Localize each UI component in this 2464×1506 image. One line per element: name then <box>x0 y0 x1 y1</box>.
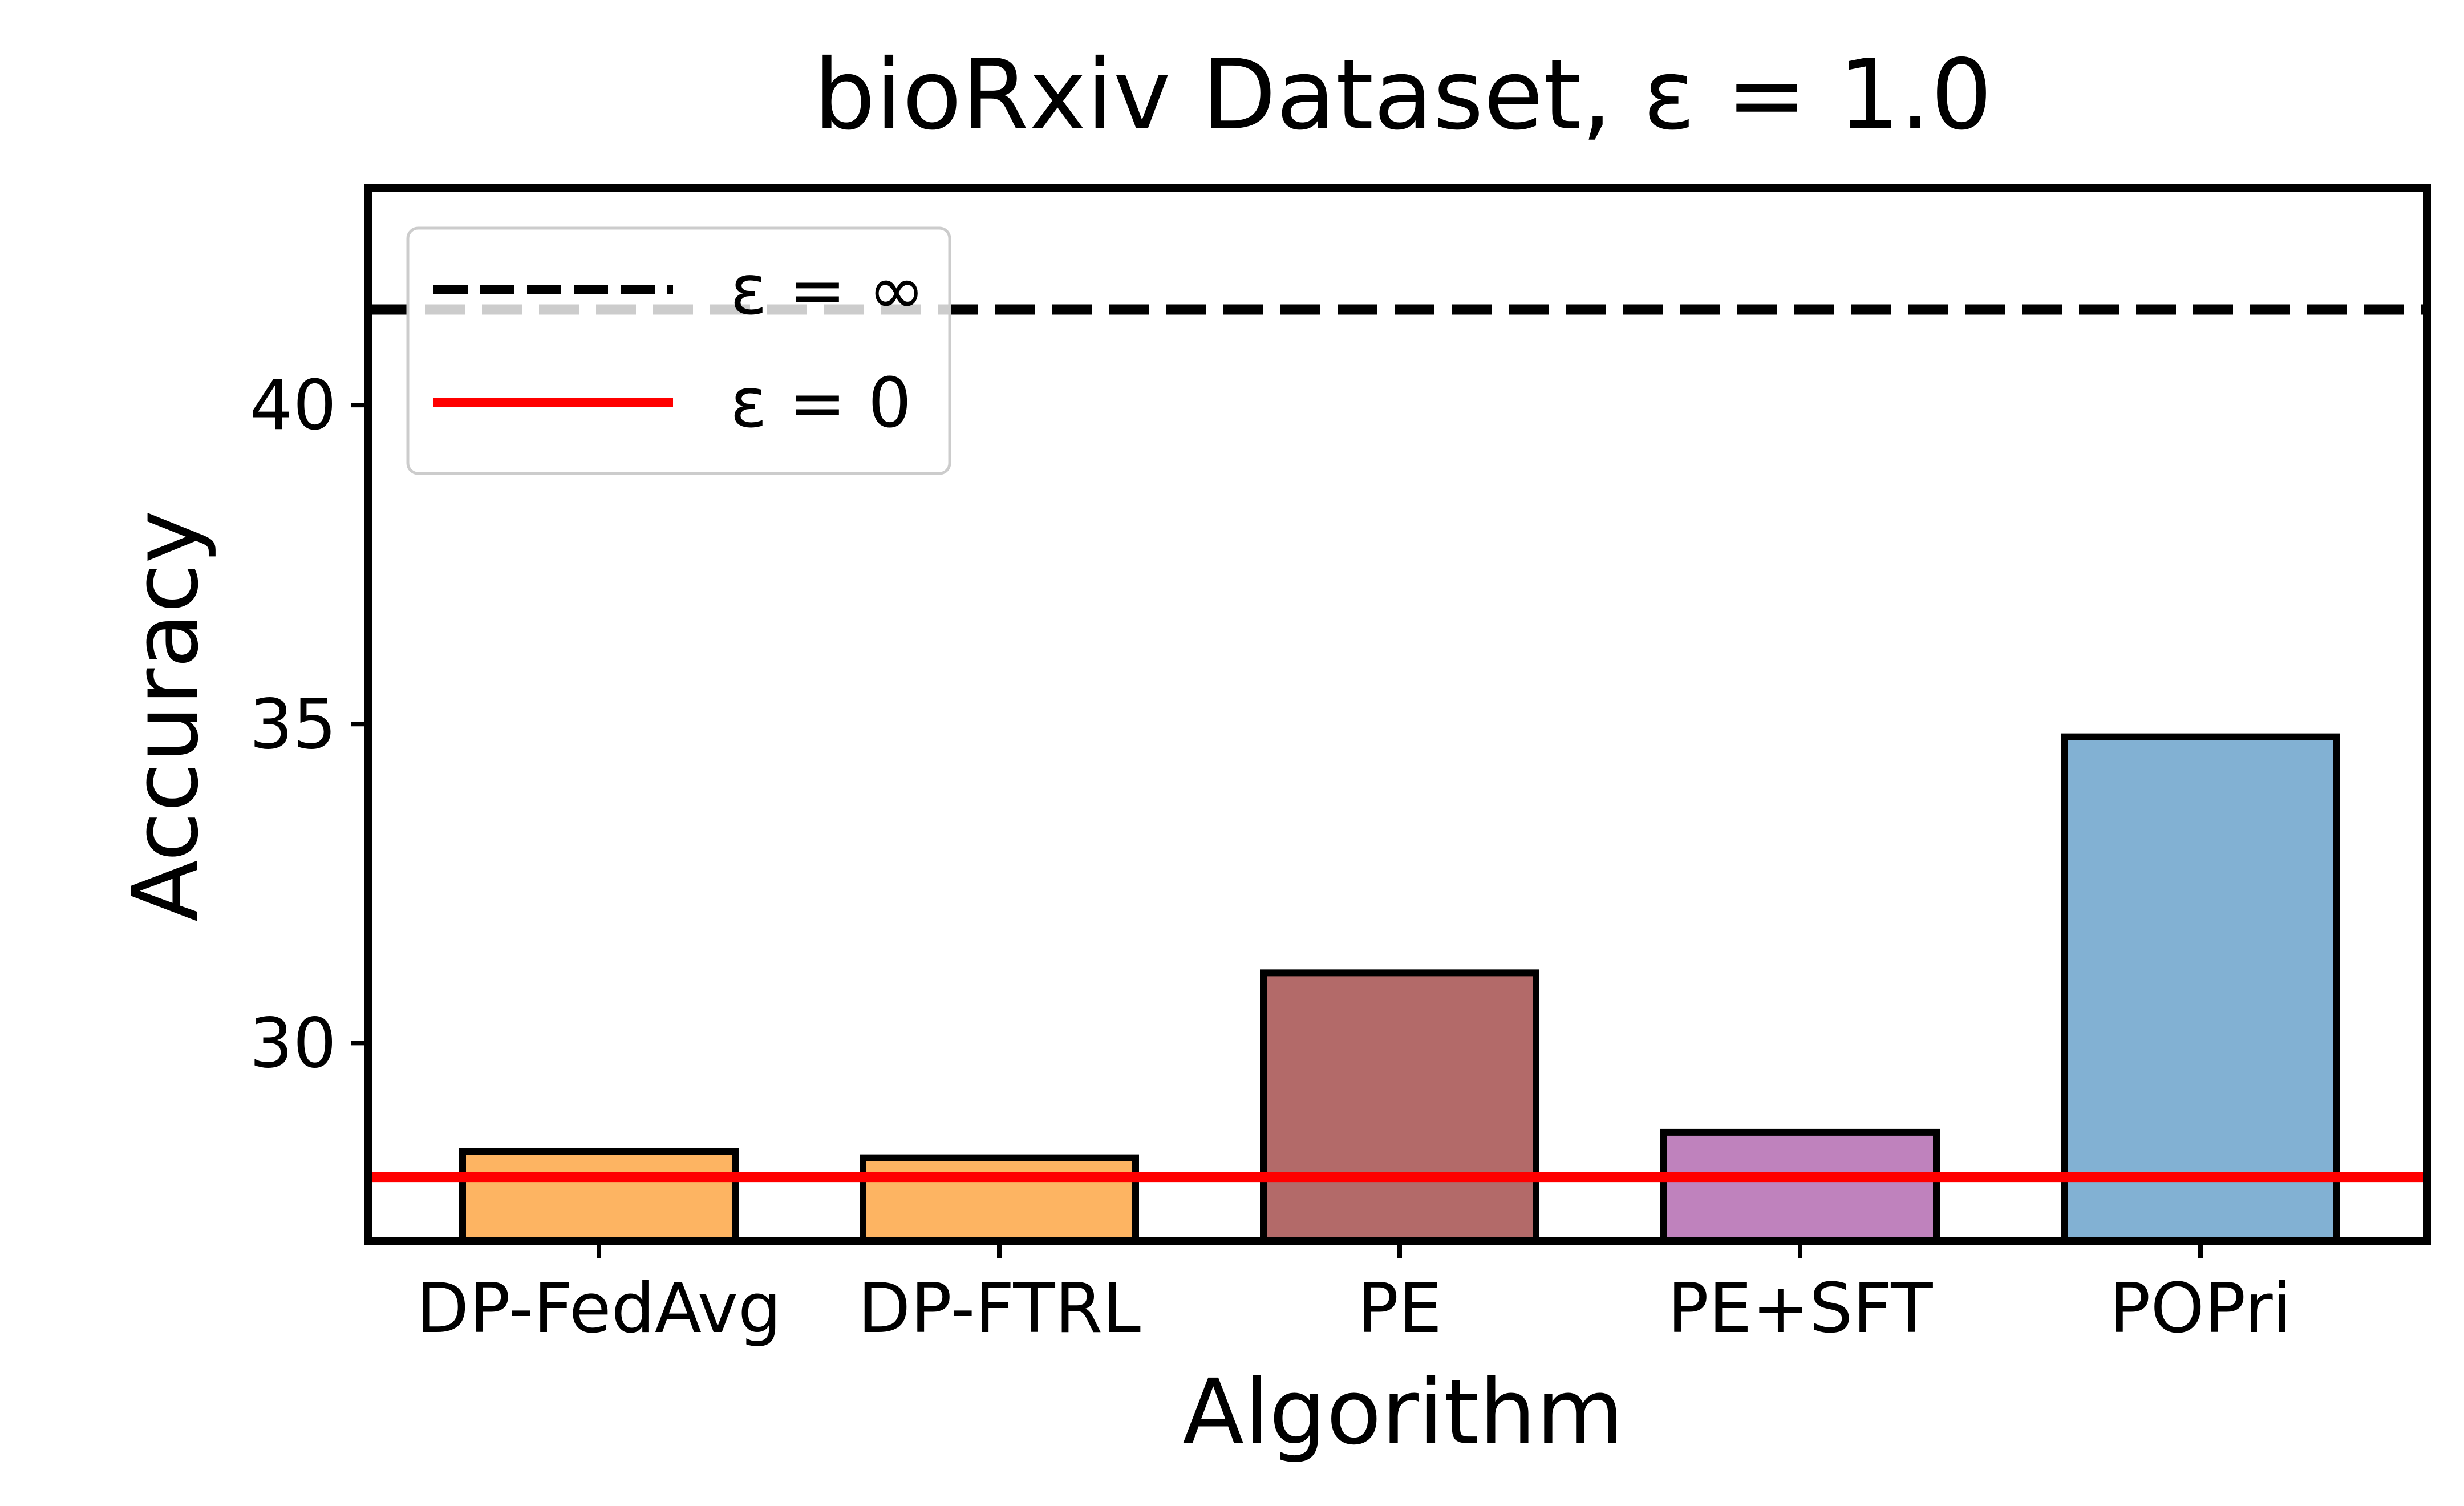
x-tick-label: POPri <box>2109 1269 2292 1349</box>
y-axis-label: Accuracy <box>114 510 218 921</box>
bars-group <box>459 733 2340 1245</box>
x-tick-label: DP-FTRL <box>858 1269 1141 1349</box>
y-tick-label: 35 <box>249 685 337 764</box>
bar-pe <box>1260 969 1539 1244</box>
y-tick-label: 30 <box>249 1004 337 1083</box>
x-tick-label: DP-FedAvg <box>416 1269 781 1349</box>
x-axis-ticks: DP-FedAvg DP-FTRL PE PE+SFT POPri <box>416 1241 2292 1349</box>
x-tick-label: PE <box>1357 1269 1442 1349</box>
legend-label-epsilon-infinity: ε = ∞ <box>730 251 925 330</box>
chart-title: bioRxiv Dataset, ε = 1.0 <box>814 39 1992 152</box>
bar-popri <box>2061 733 2340 1244</box>
y-tick-label: 40 <box>249 366 337 446</box>
bar-pe-sft <box>1660 1128 1940 1244</box>
legend-label-epsilon-zero: ε = 0 <box>730 364 911 443</box>
y-axis-ticks: 30 35 40 <box>249 366 368 1083</box>
x-tick-label: PE+SFT <box>1667 1269 1933 1349</box>
bar-dp-ftrl <box>860 1154 1139 1244</box>
bar-dp-fedavg <box>459 1148 739 1245</box>
plot-area-frame <box>364 184 2431 1245</box>
x-axis-label: Algorithm <box>1182 1360 1624 1465</box>
legend: ε = ∞ ε = 0 <box>406 226 951 475</box>
